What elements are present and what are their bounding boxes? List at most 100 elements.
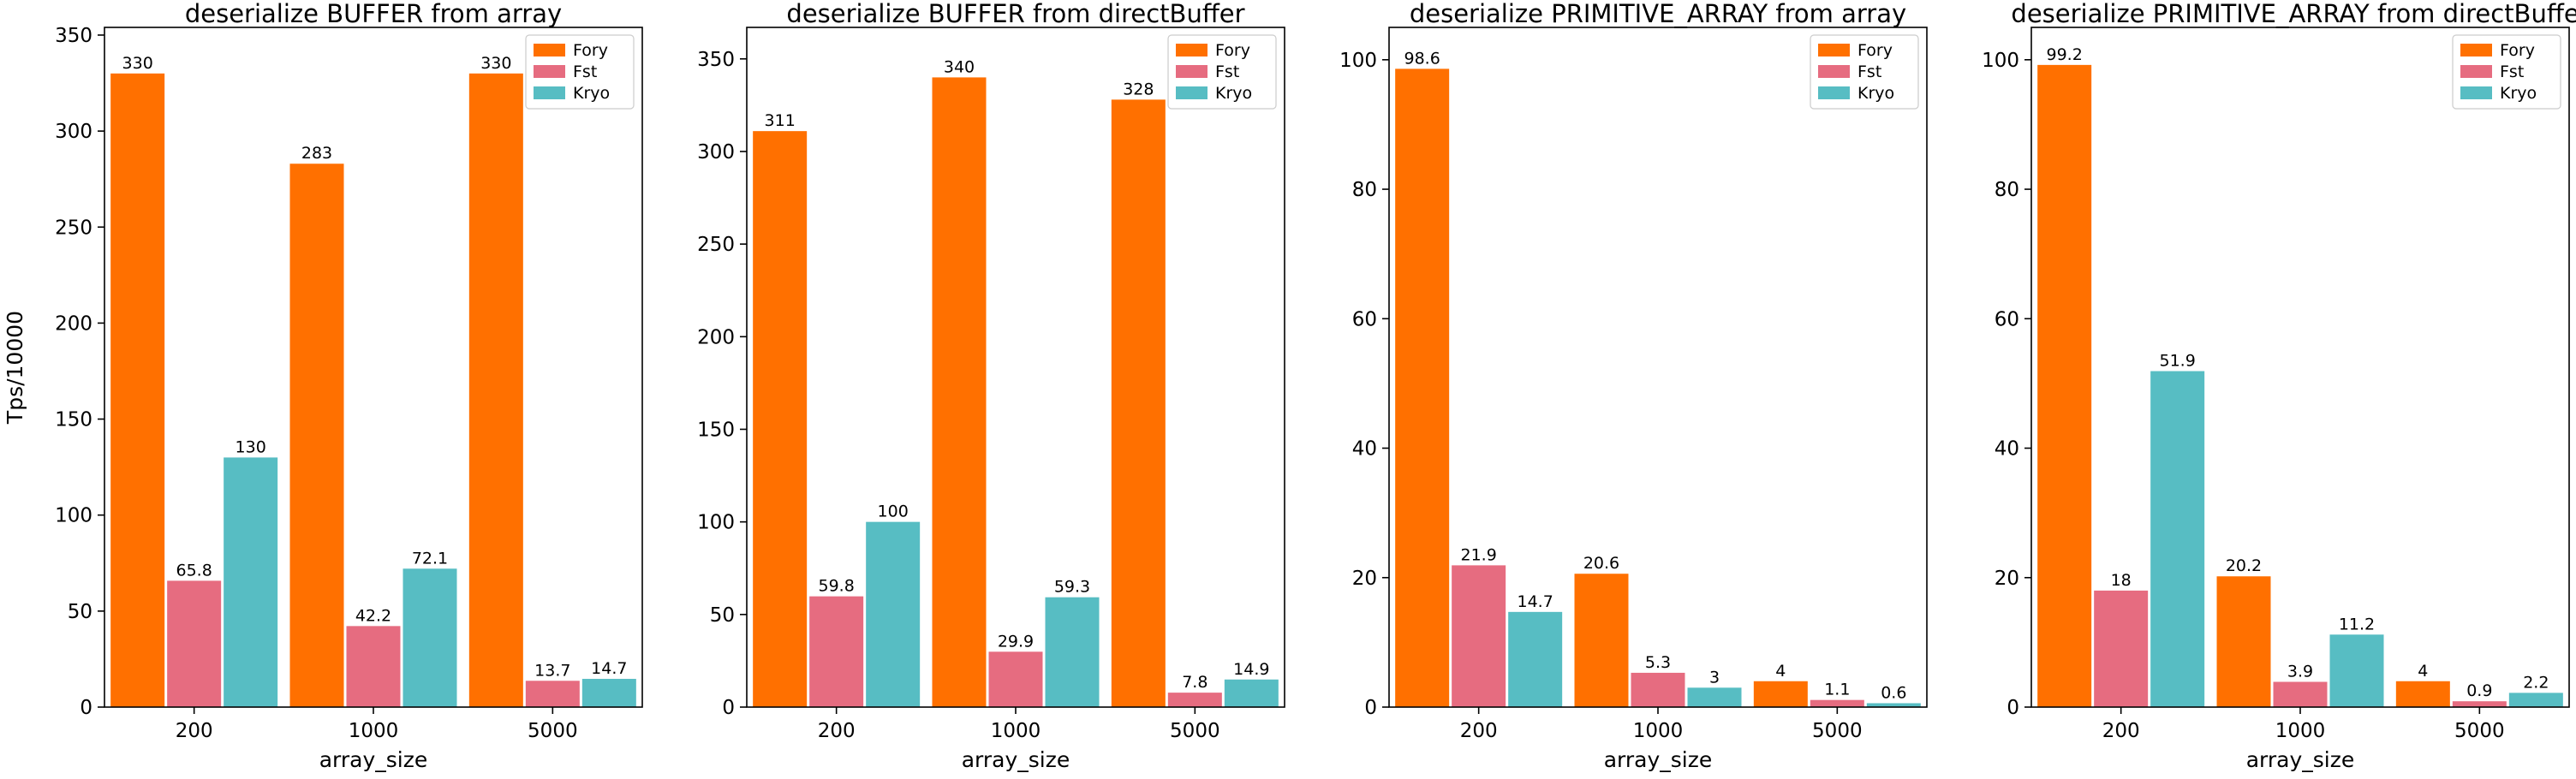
legend-label-fory: Fory bbox=[2500, 41, 2535, 60]
y-tick-label: 0 bbox=[1364, 697, 1377, 719]
x-tick-label: 200 bbox=[2102, 720, 2140, 742]
data-label: 21.9 bbox=[1461, 545, 1497, 564]
y-tick-label: 150 bbox=[697, 419, 735, 441]
y-tick-label: 0 bbox=[80, 697, 92, 719]
data-label: 3 bbox=[1709, 668, 1720, 687]
legend-swatch-fory bbox=[534, 44, 565, 56]
data-label: 13.7 bbox=[534, 661, 570, 680]
x-tick-label: 5000 bbox=[528, 720, 578, 742]
legend-swatch-kryo bbox=[2460, 86, 2492, 99]
bar-fst bbox=[2452, 701, 2507, 707]
x-tick-label: 5000 bbox=[2454, 720, 2505, 742]
x-tick-label: 200 bbox=[818, 720, 856, 742]
bar-kryo bbox=[1866, 703, 1921, 707]
y-tick-label: 0 bbox=[2007, 697, 2019, 719]
legend-swatch-kryo bbox=[1176, 86, 1208, 99]
bar-fst bbox=[1810, 699, 1864, 707]
data-label: 283 bbox=[301, 144, 332, 163]
chart-panel-3: deserialize PRIMITIVE_ARRAY from array 0 2… bbox=[1339, 0, 1928, 772]
y-tick-label: 250 bbox=[697, 234, 735, 256]
bar-fst bbox=[2273, 681, 2328, 707]
data-label: 1.1 bbox=[1824, 681, 1850, 699]
bar-fst bbox=[525, 681, 580, 707]
y-tick-label: 50 bbox=[710, 604, 735, 627]
bar-fst bbox=[809, 596, 864, 707]
legend-label-fst: Fst bbox=[573, 62, 597, 81]
y-tick-label: 50 bbox=[68, 601, 92, 623]
bar-fory bbox=[932, 77, 987, 707]
y-tick-label: 200 bbox=[55, 312, 92, 335]
bar-fst bbox=[1452, 565, 1506, 707]
data-label: 2.2 bbox=[2523, 673, 2549, 692]
legend-swatch-fst bbox=[534, 65, 565, 78]
data-label: 29.9 bbox=[998, 632, 1034, 651]
y-tick-label: 100 bbox=[1339, 50, 1377, 72]
chart-title: deserialize PRIMITIVE_ARRAY from array bbox=[1410, 0, 1906, 28]
chart-panel-4: deserialize PRIMITIVE_ARRAY from directB… bbox=[1982, 0, 2576, 772]
data-label: 42.2 bbox=[355, 606, 391, 625]
data-label: 330 bbox=[480, 54, 511, 73]
bar-fory bbox=[110, 73, 165, 707]
y-tick-label: 100 bbox=[697, 512, 735, 534]
data-label: 99.2 bbox=[2047, 45, 2083, 64]
y-tick-label: 80 bbox=[1352, 179, 1377, 201]
chart-panel-2: deserialize BUFFER from directBuffer 0 50 1… bbox=[697, 0, 1285, 772]
y-tick-label: 0 bbox=[722, 697, 735, 719]
bar-fory bbox=[2216, 576, 2271, 707]
data-label: 51.9 bbox=[2160, 352, 2196, 371]
bar-kryo bbox=[1224, 679, 1279, 707]
plot-frame bbox=[1388, 27, 1928, 708]
chart-title: deserialize BUFFER from array bbox=[185, 0, 562, 28]
y-tick-label: 40 bbox=[1352, 438, 1377, 461]
bar-kryo bbox=[1508, 611, 1563, 707]
legend-label-kryo: Kryo bbox=[573, 84, 610, 103]
bar-fory bbox=[753, 131, 808, 707]
bar-fst bbox=[1631, 672, 1685, 707]
y-tick-label: 60 bbox=[1352, 308, 1377, 330]
legend-label-kryo: Kryo bbox=[1215, 84, 1252, 103]
data-label: 59.8 bbox=[819, 577, 855, 596]
plot-frame bbox=[2030, 27, 2570, 708]
bar-kryo bbox=[224, 457, 278, 707]
legend-label-fory: Fory bbox=[573, 41, 608, 60]
chart-title: deserialize PRIMITIVE_ARRAY from directB… bbox=[2011, 0, 2576, 28]
x-axis-label: array_size bbox=[962, 747, 1070, 772]
y-axis-label: Tps/10000 bbox=[3, 311, 27, 425]
legend-label-kryo: Kryo bbox=[2500, 84, 2537, 103]
data-label: 328 bbox=[1123, 80, 1154, 98]
x-tick-label: 1000 bbox=[2275, 720, 2326, 742]
y-tick-label: 60 bbox=[1995, 308, 2019, 330]
y-tick-label: 100 bbox=[55, 505, 92, 527]
data-label: 20.6 bbox=[1583, 554, 1619, 573]
bar-fory bbox=[2037, 64, 2092, 707]
plot-frame bbox=[104, 27, 643, 708]
legend-swatch-fst bbox=[1818, 65, 1850, 78]
data-label: 14.9 bbox=[1233, 660, 1269, 679]
legend-swatch-kryo bbox=[534, 86, 565, 99]
y-tick-label: 300 bbox=[697, 141, 735, 164]
legend-label-fory: Fory bbox=[1215, 41, 1250, 60]
data-label: 3.9 bbox=[2287, 663, 2313, 681]
bar-kryo bbox=[866, 521, 921, 707]
legend-label-fst: Fst bbox=[2500, 62, 2524, 81]
x-tick-label: 5000 bbox=[1812, 720, 1863, 742]
legend-swatch-fory bbox=[1176, 44, 1208, 56]
legend-swatch-fst bbox=[2460, 65, 2492, 78]
data-label: 5.3 bbox=[1645, 653, 1671, 672]
bar-fory bbox=[1574, 574, 1629, 707]
x-tick-label: 200 bbox=[1460, 720, 1498, 742]
y-tick-label: 20 bbox=[1995, 568, 2019, 590]
bar-fst bbox=[346, 626, 401, 707]
data-label: 7.8 bbox=[1182, 673, 1208, 692]
bar-kryo bbox=[2329, 634, 2384, 707]
data-label: 340 bbox=[944, 57, 975, 76]
data-label: 65.8 bbox=[176, 561, 212, 580]
data-label: 100 bbox=[878, 502, 909, 521]
legend: Fory Fst Kryo bbox=[2452, 34, 2561, 110]
x-tick-label: 1000 bbox=[349, 720, 399, 742]
y-tick-label: 100 bbox=[1982, 50, 2019, 72]
x-axis-label: array_size bbox=[2246, 747, 2355, 772]
legend-swatch-kryo bbox=[1818, 86, 1850, 99]
